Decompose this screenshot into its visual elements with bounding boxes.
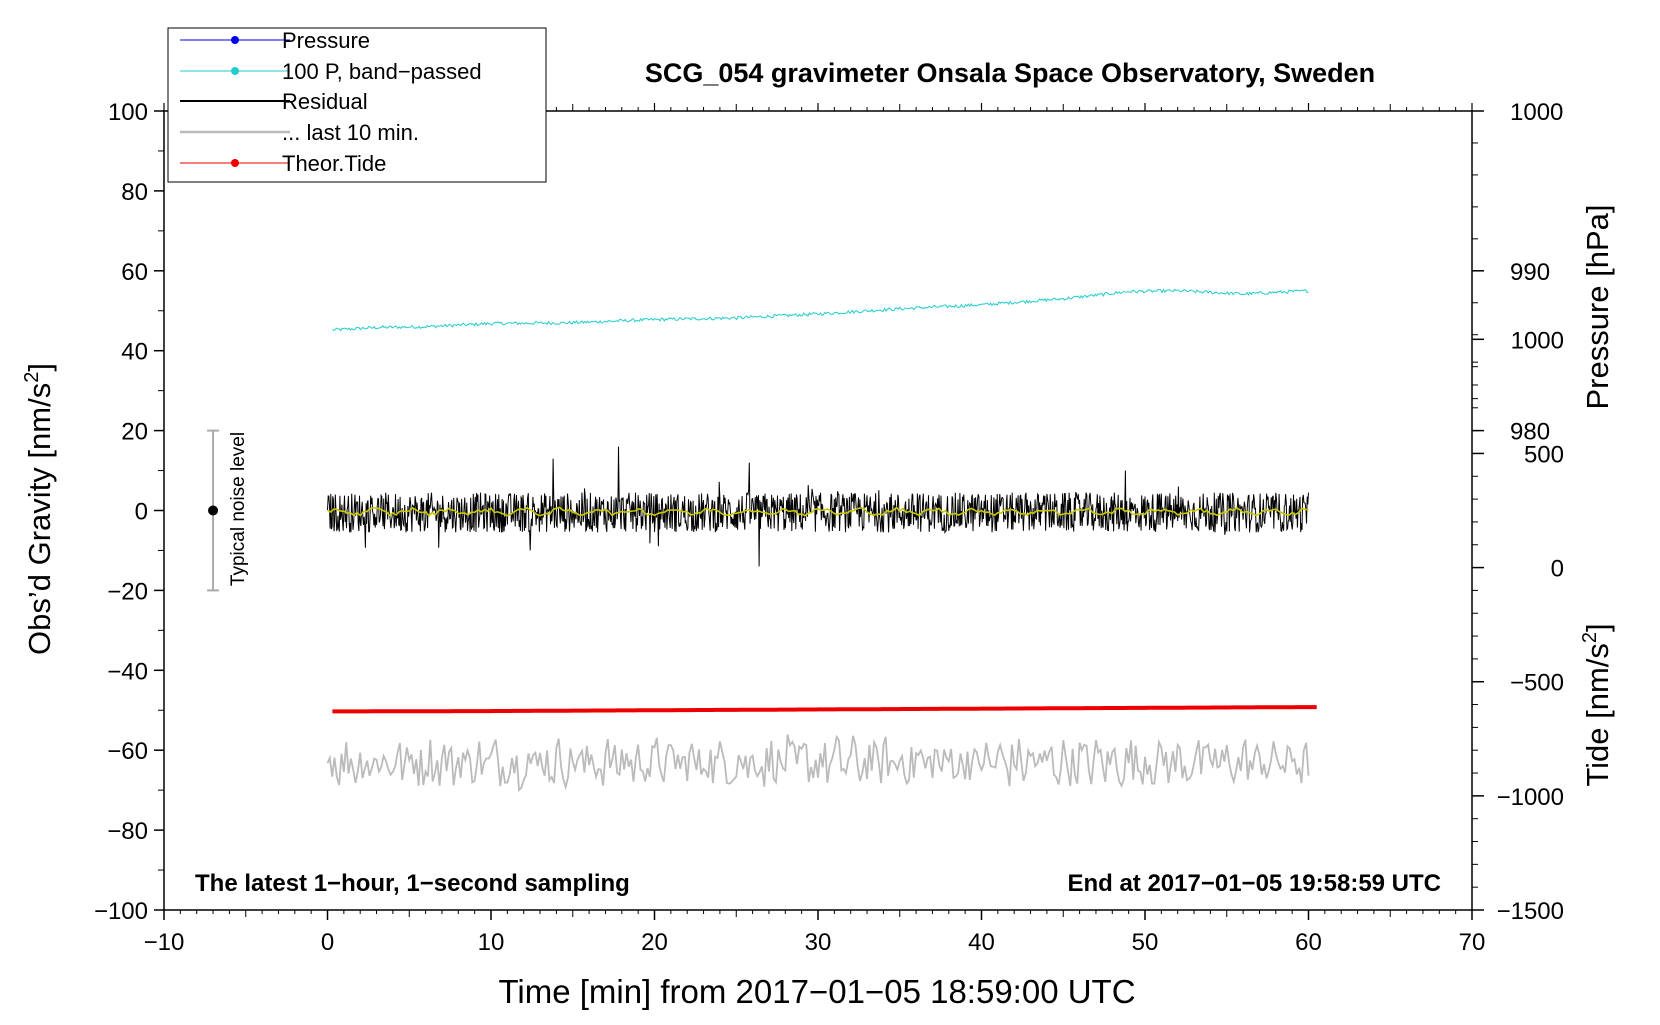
chart-title: SCG_054 gravimeter Onsala Space Observat… [645, 58, 1375, 88]
legend-entry-bandpassed: 100 P, band−passed [180, 59, 482, 84]
series-layer [207, 288, 1317, 793]
legend-marker-pressure [231, 36, 239, 44]
x-tick-label: 30 [805, 929, 832, 956]
legend-marker-tide [231, 159, 239, 167]
y-tick-label-left: −20 [107, 578, 148, 605]
y-axis-label-left: Obs’d Gravity [nm/s2] [21, 363, 57, 655]
y-tick-label-left: −40 [107, 658, 148, 685]
annotation-end-time: End at 2017−01−05 19:58:59 UTC [1067, 870, 1441, 897]
x-tick-label: 50 [1132, 929, 1159, 956]
legend-label-bandpassed: 100 P, band−passed [282, 59, 482, 84]
x-tick-label: 70 [1459, 929, 1486, 956]
legend-label-tide: Theor.Tide [282, 151, 386, 176]
x-tick-label: −10 [144, 929, 185, 956]
y-tick-label-left: 80 [121, 179, 148, 206]
series-residual [327, 446, 1309, 567]
legend-label-last10: ... last 10 min. [282, 120, 419, 145]
legend-label-pressure: Pressure [282, 28, 370, 53]
y-tick-label-left: −100 [94, 898, 148, 925]
tide-tick-label: −500 [1510, 670, 1564, 697]
legend-label-residual: Residual [282, 89, 368, 114]
tide-tick-label: 0 [1551, 556, 1564, 583]
y-axis-label-tide: Tide [nm/s2] [1579, 623, 1615, 786]
series-theor-tide [332, 705, 1317, 714]
legend-entry-last10: ... last 10 min. [180, 120, 419, 145]
y-axis-label-pressure: Pressure [hPa] [1580, 204, 1615, 409]
pressure-tick-label: 990 [1510, 259, 1550, 286]
x-axis-label: Time [min] from 2017−01−05 18:59:00 UTC [498, 973, 1135, 1010]
pressure-tick-label: 980 [1510, 419, 1550, 446]
y-tick-label-left: 100 [108, 99, 148, 126]
tide-tick-label: −1500 [1497, 898, 1564, 925]
y-tick-label-left: 60 [121, 259, 148, 286]
x-tick-label: 60 [1295, 929, 1322, 956]
tide-tick-label: 1000 [1511, 327, 1564, 354]
noise-bar-center [208, 505, 219, 516]
legend-entry-pressure: Pressure [180, 28, 370, 53]
y-tick-label-left: 20 [121, 419, 148, 446]
y-tick-label-left: 40 [121, 339, 148, 366]
x-tick-label: 20 [641, 929, 668, 956]
legend-box [167, 27, 547, 183]
y-tick-label-left: −80 [107, 818, 148, 845]
legend-entry-tide: Theor.Tide [180, 151, 386, 176]
noise-bar-label: Typical noise level [228, 432, 249, 586]
x-tick-label: 40 [968, 929, 995, 956]
tide-tick-label: 500 [1524, 441, 1564, 468]
x-tick-label: 10 [478, 929, 505, 956]
y-tick-label-left: 0 [135, 499, 148, 526]
series-bandpassed-pressure [332, 288, 1309, 332]
tide-tick-label: −1000 [1497, 784, 1564, 811]
legend-entry-residual: Residual [180, 89, 368, 114]
series-smoothed-residual [327, 506, 1309, 518]
legend-marker-bandpassed [231, 67, 239, 75]
pressure-tick-label: 1000 [1510, 99, 1563, 126]
ticks-layer: −10 0 10 20 30 40 50 60 70−100−80−60−40−20020406… [94, 99, 1564, 956]
legend: Pressure 100 P, band−passed Residual ...… [167, 27, 547, 183]
series-last-10-min [326, 734, 1310, 793]
x-tick-label: 0 [321, 929, 334, 956]
y-tick-label-left: −60 [107, 738, 148, 765]
annotation-sampling: The latest 1−hour, 1−second sampling [195, 870, 630, 897]
